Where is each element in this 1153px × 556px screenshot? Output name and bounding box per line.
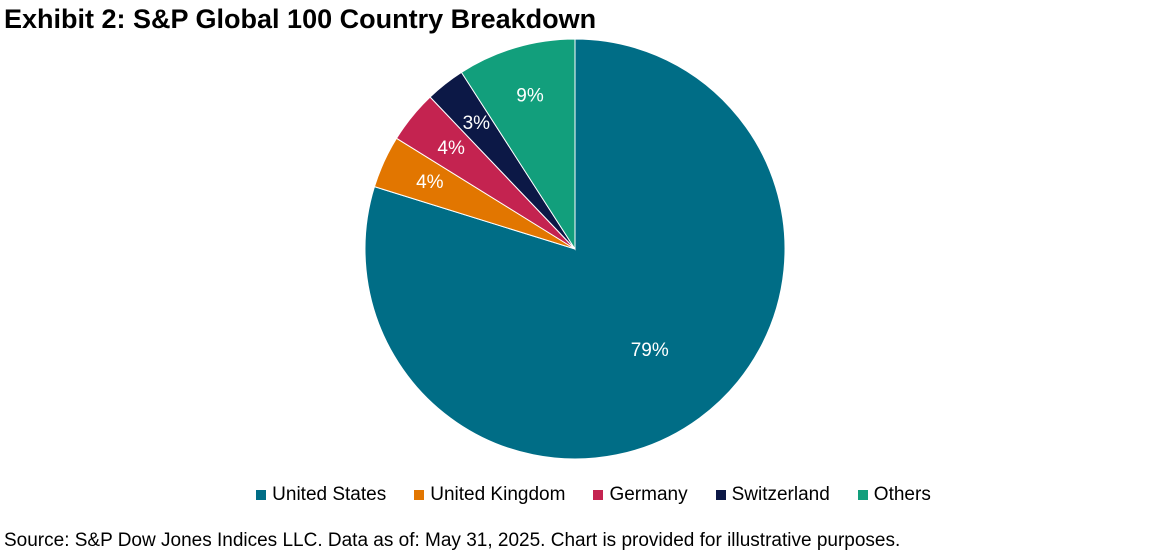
legend-swatch <box>256 490 267 500</box>
legend-label: Germany <box>609 484 688 505</box>
pie-label-united-kingdom: 4% <box>416 172 444 193</box>
chart-title: Exhibit 2: S&P Global 100 Country Breakd… <box>4 4 597 34</box>
legend-swatch <box>593 490 604 500</box>
legend-item-germany: Germany <box>593 483 688 507</box>
legend-label: United States <box>272 484 387 505</box>
source-note: Source: S&P Dow Jones Indices LLC. Data … <box>4 530 901 551</box>
pie-slices <box>364 38 786 460</box>
chart-legend: United States United Kingdom Germany Switze… <box>0 483 1153 507</box>
legend-label: Switzerland <box>731 484 830 505</box>
legend-swatch <box>715 490 726 500</box>
pie-label-united-states: 79% <box>631 340 669 361</box>
legend-item-others: Others <box>857 483 931 507</box>
legend-label: United Kingdom <box>430 484 566 505</box>
pie-label-others: 9% <box>516 85 544 106</box>
legend-label: Others <box>873 484 931 505</box>
legend-item-switzerland: Switzerland <box>715 483 830 507</box>
pie-slice-others <box>460 38 576 251</box>
legend-item-united-states: United States <box>256 483 386 507</box>
pie-slice-labels: 79% 4% 4% 3% 9% <box>416 85 669 361</box>
legend-swatch <box>414 490 425 500</box>
legend-item-united-kingdom: United Kingdom <box>414 483 565 507</box>
pie-label-switzerland: 3% <box>463 113 491 134</box>
pie-label-germany: 4% <box>437 138 465 159</box>
legend-swatch <box>857 490 868 500</box>
